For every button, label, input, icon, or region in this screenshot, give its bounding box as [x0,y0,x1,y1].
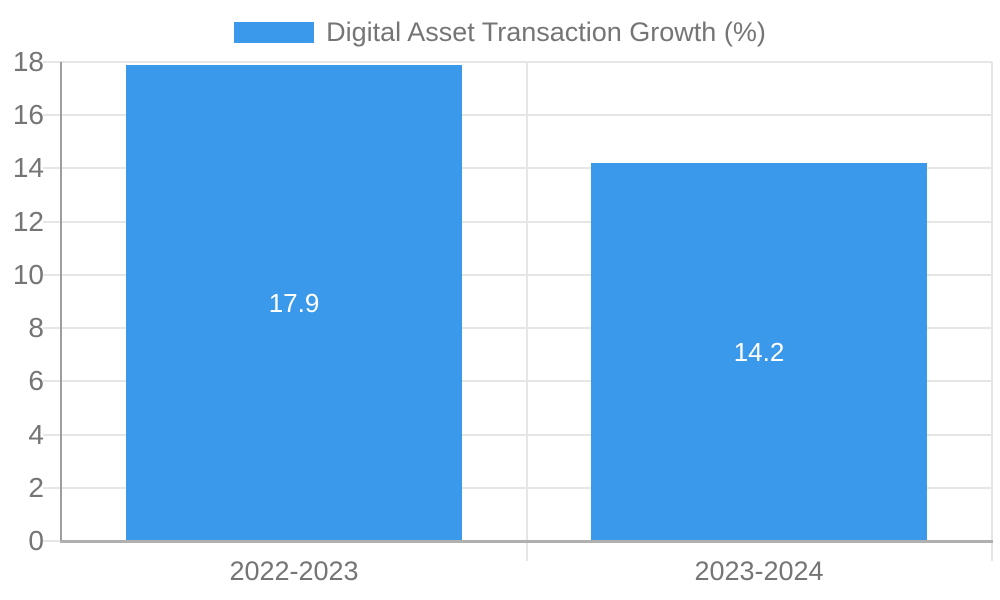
y-gridline [43,327,992,330]
y-axis-tick-label: 2 [28,471,44,503]
y-axis-tick-label: 0 [28,525,44,556]
y-axis-line [60,62,62,541]
y-axis-tick-label: 10 [12,258,44,290]
y-axis-tick-label: 4 [28,418,44,450]
plot-area: 0 2 4 6 8 10 12 14 16 18 17.9 2022-2023 14.2 2023-202… [13,48,993,585]
bar-value-label: 17.9 [268,288,320,318]
bar-value-label: 14.2 [733,337,785,367]
x-gridline [991,62,993,561]
y-gridline [43,114,992,117]
y-gridline [43,380,992,383]
bar-2022-2023[interactable] [126,64,462,541]
y-gridline [43,486,992,489]
chart-legend: Digital Asset Transaction Growth (%) [0,17,1000,47]
x-axis-category-label: 2023-2024 [694,556,824,586]
y-gridline [43,273,992,276]
legend-swatch-icon[interactable] [234,22,315,43]
x-axis-category-label: 2022-2023 [229,556,359,586]
y-axis-tick-label: 6 [28,365,44,397]
x-gridline [525,62,528,561]
y-axis-tick-label: 18 [12,46,44,77]
bar-2023-2024[interactable] [591,163,927,541]
y-axis-tick-label: 14 [12,152,44,184]
x-axis-line [60,540,993,543]
legend-label[interactable]: Digital Asset Transaction Growth (%) [326,17,766,47]
y-gridline [43,433,992,436]
y-axis-tick-label: 16 [12,99,44,131]
y-axis-tick-label: 12 [12,205,44,237]
y-gridline [43,220,992,223]
y-axis-tick-label: 8 [28,312,44,344]
y-gridline [43,61,992,63]
y-gridline [43,167,992,170]
